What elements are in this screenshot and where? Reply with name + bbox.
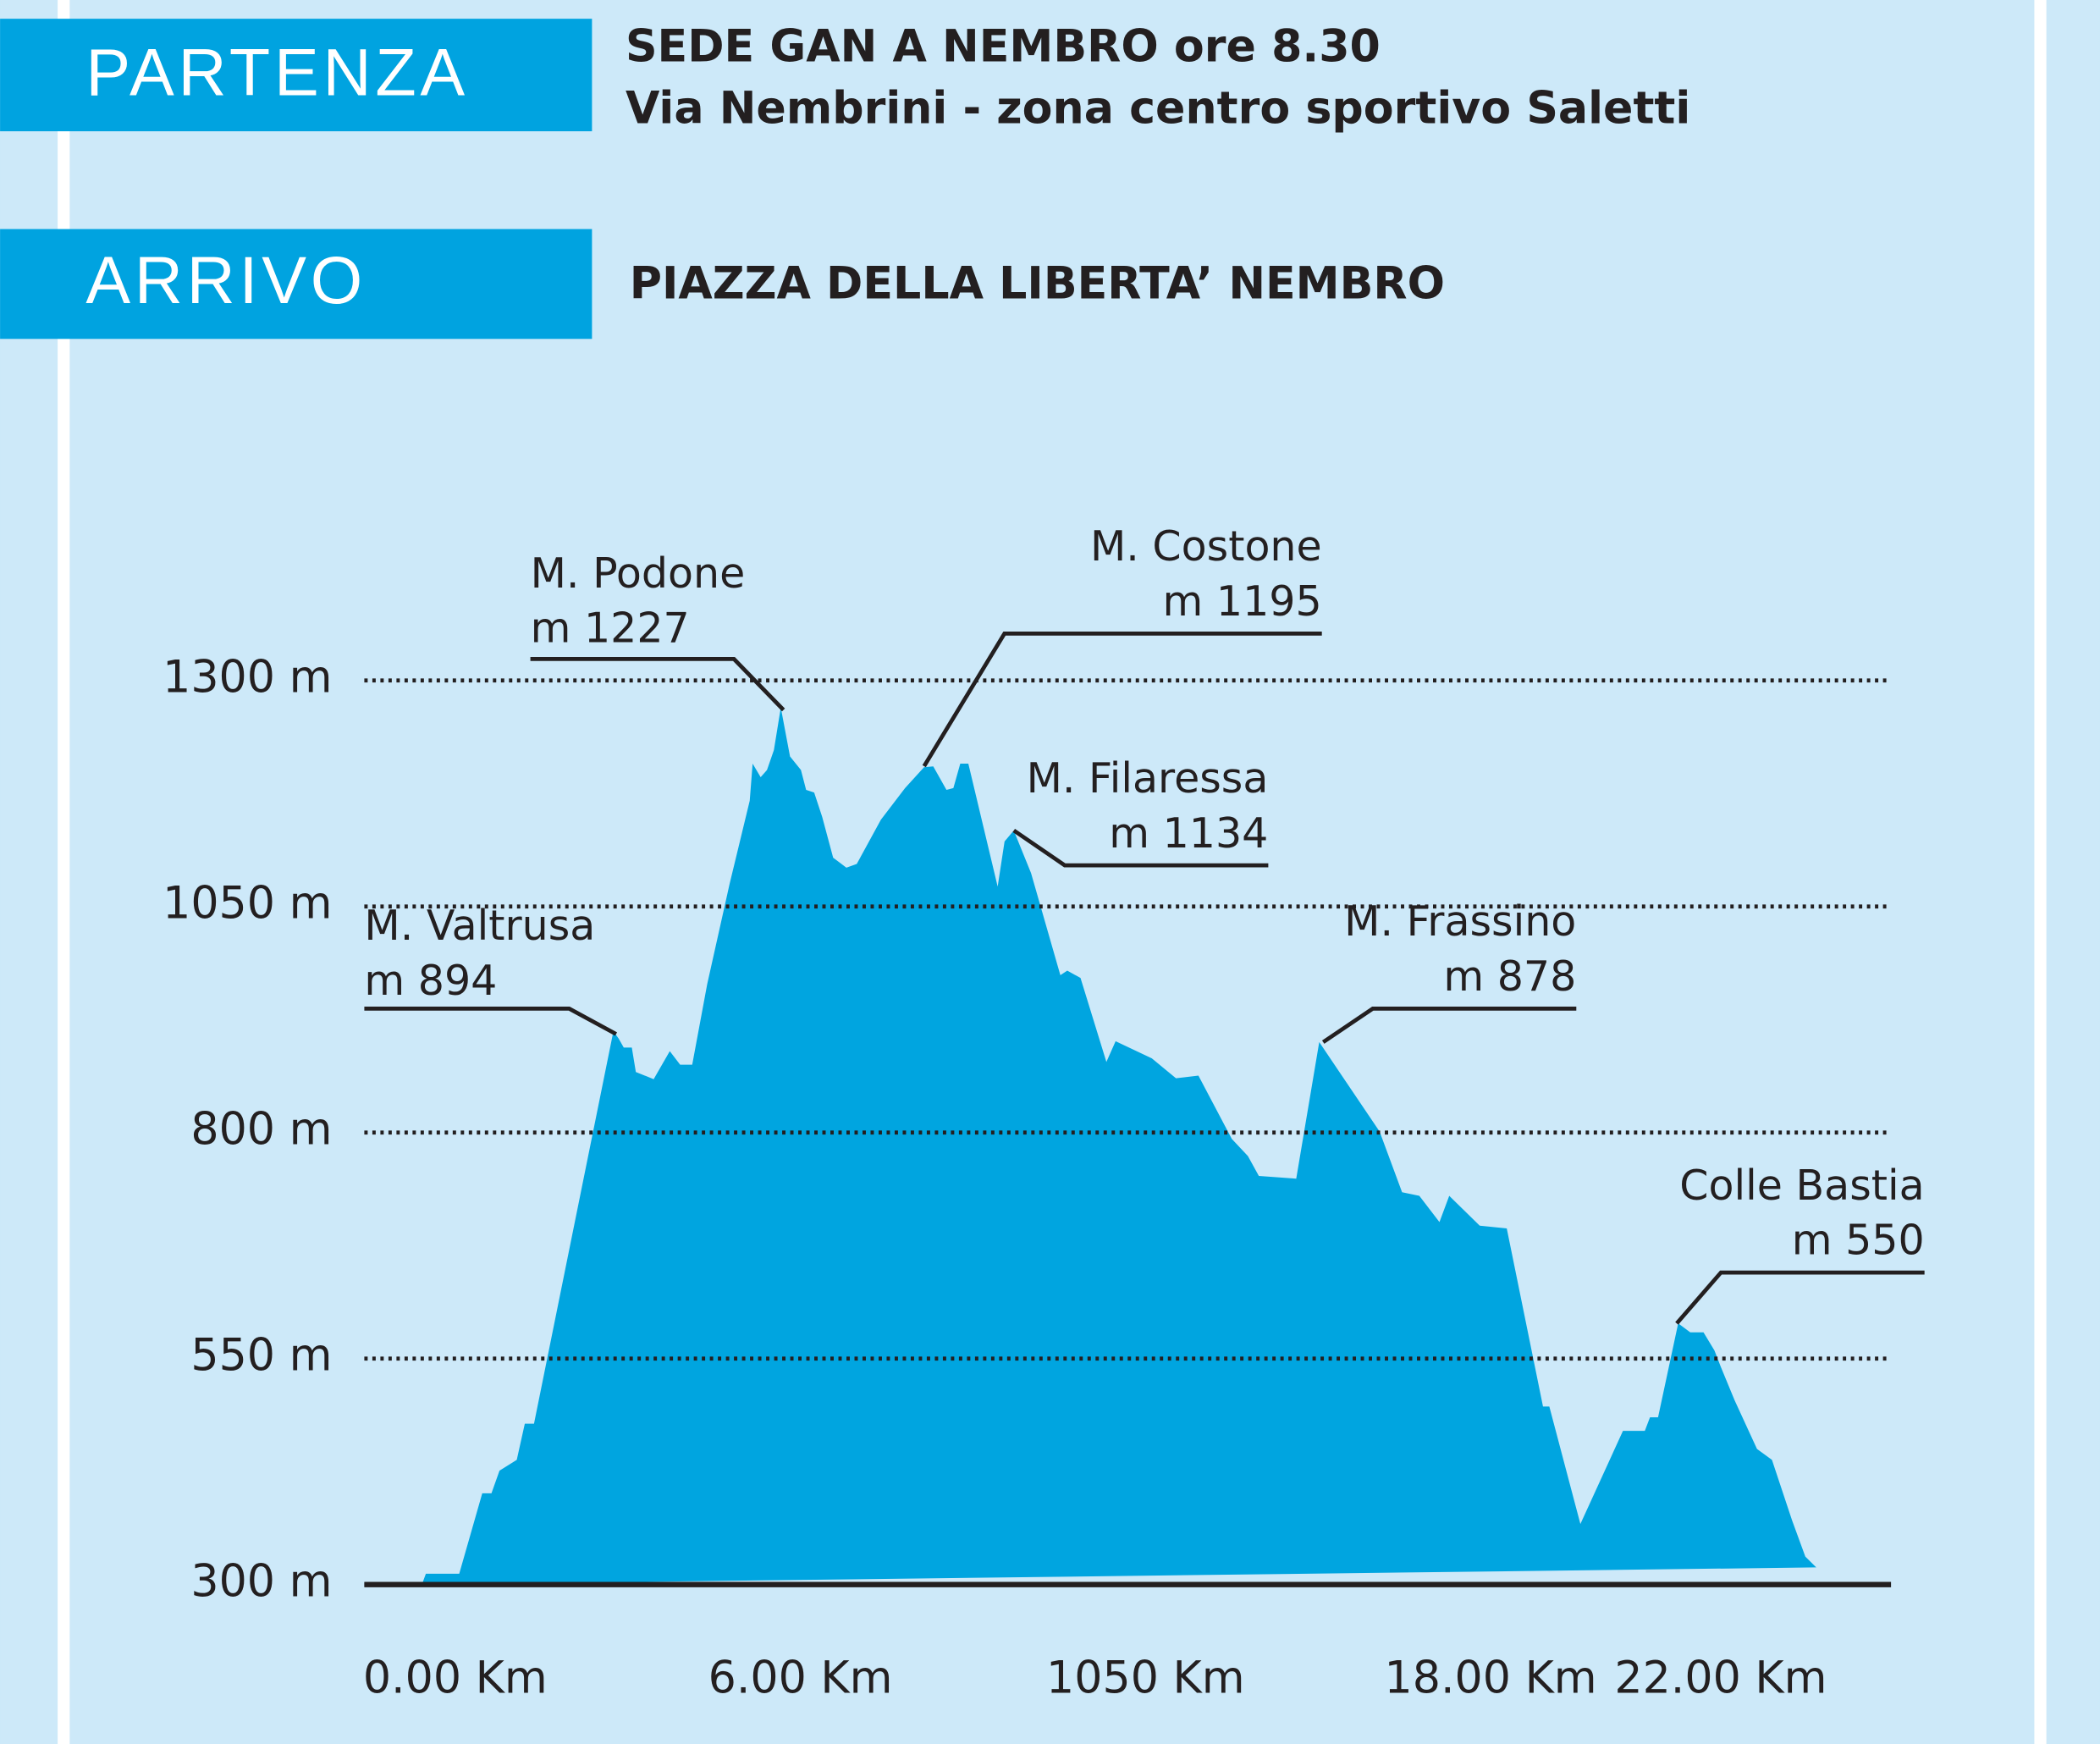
x-tick-label: 0.00 Km — [363, 1653, 548, 1704]
partenza-box — [0, 19, 593, 132]
peak-name: M. Filaressa — [1027, 753, 1269, 803]
x-tick-label: 18.00 Km — [1385, 1653, 1597, 1704]
arrivo-box — [0, 229, 593, 339]
y-tick-label: 300 m — [190, 1557, 332, 1608]
x-tick-label: 22.00 Km — [1614, 1653, 1827, 1704]
peak-name: M. Valtrusa — [364, 901, 595, 950]
peak-elevation: m 1134 — [1109, 809, 1268, 858]
peak-elevation: m 1195 — [1163, 577, 1322, 626]
peak-elevation: m 550 — [1792, 1216, 1925, 1265]
partenza-line: SEDE GAN A NEMBRO ore 8.30 — [626, 22, 1381, 73]
partenza-line: Via Nembrini - zona centro sportivo Sale… — [626, 83, 1690, 134]
peak-name: M. Podone — [531, 549, 746, 598]
arrivo-label: ARRIVO — [85, 242, 367, 317]
leader-line — [364, 1007, 618, 1036]
peak-elevation: m 878 — [1443, 952, 1576, 1001]
y-tick-label: 800 m — [190, 1105, 332, 1156]
peak-name: Colle Bastia — [1679, 1161, 1924, 1210]
leader-line — [1012, 828, 1269, 868]
peak-elevation: m 894 — [364, 956, 497, 1005]
y-tick-label: 1050 m — [163, 879, 332, 930]
y-tick-label: 1300 m — [163, 653, 332, 704]
peak-name: M. Costone — [1090, 522, 1322, 571]
x-tick-label: 6.00 Km — [708, 1653, 893, 1704]
x-tick-label: 1050 Km — [1046, 1653, 1245, 1704]
leader-line — [1321, 1007, 1577, 1044]
y-tick-label: 550 m — [190, 1331, 332, 1382]
right-stripe — [2034, 0, 2047, 1744]
peak-elevation: m 1227 — [531, 604, 690, 653]
leader-line — [1675, 1270, 1925, 1325]
elevation-area — [422, 707, 1816, 1585]
arrivo-text: PIAZZA DELLA LIBERTA’ NEMBRO — [630, 259, 1445, 310]
leader-line — [530, 657, 785, 712]
left-stripe — [58, 0, 70, 1744]
peak-name: M. Frassino — [1344, 897, 1576, 946]
leader-line — [922, 631, 1322, 768]
partenza-label: PARTENZA — [85, 35, 469, 110]
